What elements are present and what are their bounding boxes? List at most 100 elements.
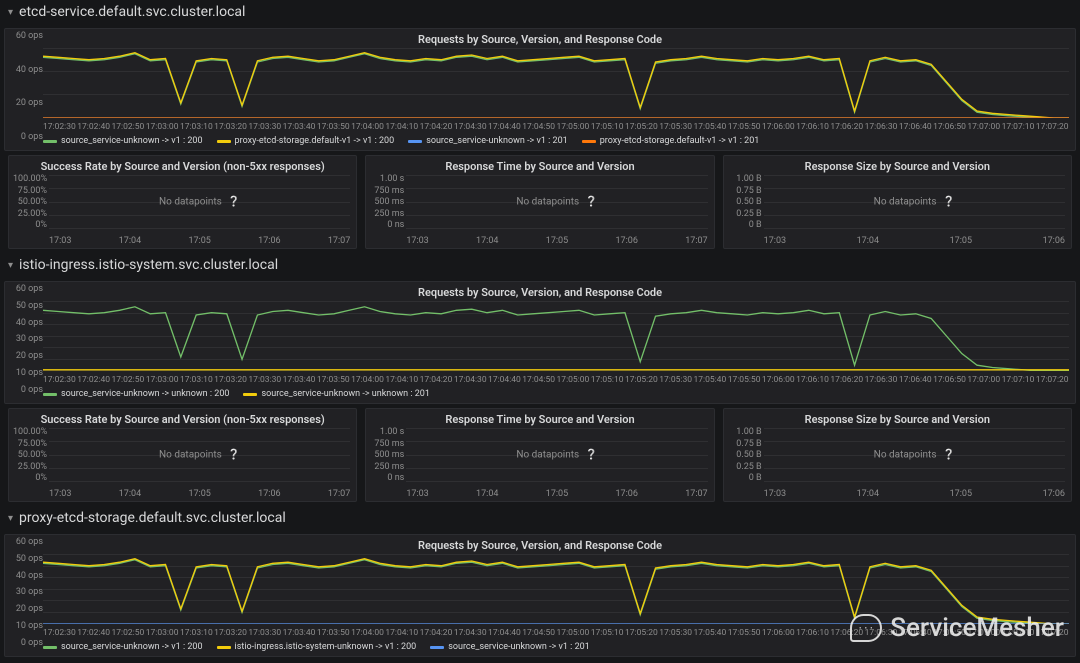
legend: source_service-unknown -> v1 : 200 proxy-… (5, 134, 1075, 150)
panel-title[interactable]: Success Rate by Source and Version (non-… (9, 156, 356, 175)
y-tick-label: 75.00% (13, 186, 47, 196)
x-tick-label: 17:03:50 (317, 628, 350, 638)
x-tick-label: 17:07:10 (1002, 375, 1035, 385)
y-tick-label: 50 ops (9, 554, 43, 564)
y-tick-label: 1.00 s (370, 427, 404, 437)
row-header[interactable]: ▾proxy-etcd-storage.default.svc.cluster.… (0, 506, 1080, 530)
legend-item[interactable]: istio-ingress.istio-system-unknown -> v1… (217, 642, 417, 652)
x-tick-label: 17:07 (328, 489, 350, 499)
x-tick-label: 17:03:20 (214, 375, 247, 385)
x-tick-label: 17:05:30 (659, 375, 692, 385)
y-tick-label: 500 ms (370, 197, 404, 207)
x-tick-label: 17:04:30 (454, 122, 487, 132)
legend-item[interactable]: source_service-unknown -> unknown : 201 (243, 389, 429, 399)
legend-label: source_service-unknown -> v1 : 200 (61, 642, 203, 652)
x-tick-label: 17:03 (764, 236, 786, 246)
chart-area[interactable]: No datapoints ❔ (764, 175, 1065, 229)
info-icon[interactable]: ❔ (228, 197, 240, 208)
x-tick-label: 17:07:20 (1036, 628, 1069, 638)
panel-title[interactable]: Response Size by Source and Version (724, 409, 1071, 428)
chart-area[interactable]: No datapoints❔ (406, 175, 707, 229)
x-tick-label: 17:05:20 (625, 628, 658, 638)
legend-item[interactable]: source_service-unknown -> v1 : 200 (43, 136, 203, 146)
legend-item[interactable]: source_service-unknown -> v1 : 201 (408, 136, 568, 146)
row-header[interactable]: ▾istio-ingress.istio-system.svc.cluster.… (0, 253, 1080, 277)
no-data-message: No datapoints❔ (516, 197, 597, 208)
no-data-message: No datapoints❔ (159, 197, 240, 208)
panel-title[interactable]: Requests by Source, Version, and Respons… (5, 282, 1075, 301)
panel-title[interactable]: Response Size by Source and Version (724, 156, 1071, 175)
small-chart-panel: Response Size by Source and Version1.00 … (723, 408, 1072, 502)
x-tick-label: 17:04:10 (385, 375, 418, 385)
x-tick-label: 17:03:20 (214, 628, 247, 638)
info-icon[interactable]: ❔ (585, 450, 597, 461)
y-tick-label: 0 B (728, 220, 762, 230)
legend-item[interactable]: proxy-etcd-storage.default-v1 -> v1 : 20… (217, 136, 395, 146)
y-axis: 1.00 s750 ms500 ms250 ms0 ns (370, 427, 404, 483)
y-axis: 60 ops50 ops40 ops30 ops20 ops10 ops0 op… (9, 535, 45, 656)
y-tick-label: 1.00 s (370, 174, 404, 184)
x-tick-label: 17:07:10 (1002, 122, 1035, 132)
x-tick-label: 17:03:00 (146, 628, 179, 638)
info-icon[interactable]: ❔ (585, 197, 597, 208)
x-tick-label: 17:07:20 (1036, 375, 1069, 385)
x-tick-label: 17:07:00 (967, 122, 1000, 132)
x-tick-label: 17:06:50 (933, 628, 966, 638)
panel-title[interactable]: Requests by Source, Version, and Respons… (5, 29, 1075, 48)
legend-item[interactable]: source_service-unknown -> v1 : 200 (43, 642, 203, 652)
chart-area[interactable] (43, 48, 1069, 118)
panel-title[interactable]: Success Rate by Source and Version (non-… (9, 409, 356, 428)
y-tick-label: 60 ops (9, 284, 43, 294)
x-tick-label: 17:06 (258, 236, 280, 246)
info-icon[interactable]: ❔ (942, 450, 954, 461)
x-tick-label: 17:05:50 (728, 122, 761, 132)
chart-area[interactable]: No datapoints ❔ (406, 428, 707, 482)
info-icon[interactable]: ❔ (228, 450, 240, 461)
x-axis: 17:0317:0417:0517:06 (764, 236, 1065, 246)
no-data-text: No datapoints (874, 197, 937, 208)
y-tick-label: 50.00% (13, 197, 47, 207)
legend-item[interactable]: source_service-unknown -> v1 : 201 (430, 642, 590, 652)
info-icon[interactable]: ❔ (942, 197, 954, 208)
x-tick-label: 17:03:00 (146, 122, 179, 132)
x-tick-label: 17:02:50 (111, 628, 144, 638)
x-tick-label: 17:04:20 (420, 628, 453, 638)
panel-title[interactable]: Response Time by Source and Version (366, 409, 713, 428)
panel-title[interactable]: Response Time by Source and Version (366, 156, 713, 175)
x-axis: 17:0317:0417:0517:0617:07 (49, 236, 350, 246)
x-tick-label: 17:06 (1043, 236, 1065, 246)
x-tick-label: 17:05:00 (557, 628, 590, 638)
chart-area[interactable]: No datapoints❔ (49, 175, 350, 229)
x-tick-label: 17:04:40 (488, 375, 521, 385)
y-tick-label: 0.75 B (728, 186, 762, 196)
no-data-text: No datapoints (516, 450, 579, 461)
x-tick-label: 17:03:30 (248, 628, 281, 638)
chart-area[interactable] (43, 554, 1069, 624)
chart-area[interactable]: No datapoints❔ (764, 428, 1065, 482)
x-tick-label: 17:06:10 (796, 628, 829, 638)
chart-area[interactable]: No datapoints ❔ (49, 428, 350, 482)
legend-swatch (43, 140, 57, 143)
y-tick-label: 20 ops (9, 604, 43, 614)
x-tick-label: 17:04 (119, 489, 141, 499)
legend-item[interactable]: proxy-etcd-storage.default-v1 -> v1 : 20… (582, 136, 760, 146)
y-tick-label: 0% (13, 220, 47, 230)
x-tick-label: 17:03 (406, 236, 428, 246)
y-axis: 60 ops50 ops40 ops30 ops20 ops10 ops0 op… (9, 282, 45, 403)
legend-item[interactable]: source_service-unknown -> unknown : 200 (43, 389, 229, 399)
row-header[interactable]: ▾etcd-service.default.svc.cluster.local (0, 0, 1080, 24)
x-tick-label: 17:05:10 (591, 628, 624, 638)
x-tick-label: 17:05 (546, 236, 568, 246)
x-tick-label: 17:06:40 (899, 628, 932, 638)
x-tick-label: 17:07:00 (967, 375, 1000, 385)
no-data-text: No datapoints (159, 450, 222, 461)
chart-area[interactable] (43, 301, 1069, 371)
x-tick-label: 17:06 (258, 489, 280, 499)
x-tick-label: 17:05:10 (591, 375, 624, 385)
y-tick-label: 60 ops (9, 31, 43, 41)
y-axis: 100.00%75.00%50.00%25.00%0% (13, 427, 47, 483)
x-tick-label: 17:02:30 (43, 375, 76, 385)
panel-title[interactable]: Requests by Source, Version, and Respons… (5, 535, 1075, 554)
x-tick-label: 17:04:50 (522, 628, 555, 638)
legend-label: proxy-etcd-storage.default-v1 -> v1 : 20… (235, 136, 395, 146)
